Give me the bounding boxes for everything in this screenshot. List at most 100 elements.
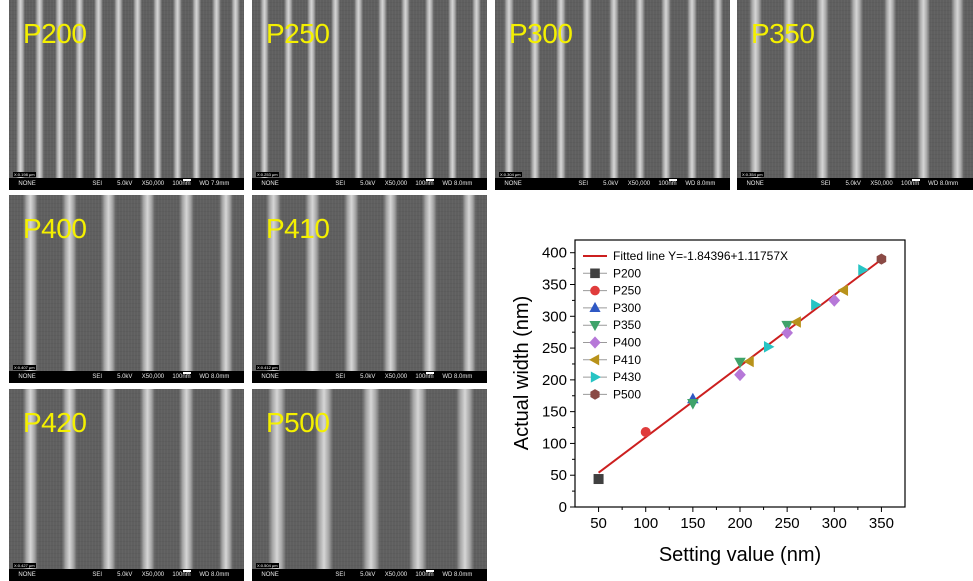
sem-line-feature [849, 0, 863, 178]
info-kv: 5.0kV [360, 374, 376, 380]
y-tick-label: 50 [550, 467, 567, 484]
y-tick-label: 0 [559, 499, 567, 516]
y-tick-label: 400 [542, 245, 567, 262]
sem-info-bar: X:0.407 μm NONE SEI 5.0kV X50,000 100nm WD 8.0… [9, 365, 244, 383]
sem-line-feature [608, 0, 619, 178]
sem-line-feature [582, 0, 593, 178]
sem-line-feature [344, 195, 359, 371]
sem-line-feature [354, 0, 364, 178]
info-wd: WD 8.0mm [442, 374, 473, 380]
legend-marker-p350 [589, 321, 601, 332]
info-scale: 100nm [172, 374, 191, 380]
y-axis-label: Actual width (nm) [511, 296, 533, 451]
point-p430 [763, 341, 775, 353]
sem-line-feature [713, 0, 723, 178]
info-det: NONE [18, 181, 36, 187]
x-axis-label: Setting value (nm) [659, 544, 821, 566]
sem-line-feature [556, 0, 567, 178]
sem-image-p200: P200 X:0.198 μm NONE SEI 5.0kV X50,000 100nm WD… [9, 0, 244, 190]
info-scale: 100nm [415, 374, 434, 380]
info-kv: 5.0kV [117, 181, 133, 187]
legend-label-p430: P430 [613, 370, 641, 384]
x-tick-label: 300 [822, 515, 847, 532]
info-det: NONE [18, 572, 36, 578]
sem-info-bar: X:0.354 μm NONE SEI 5.0kV X50,000 100nm WD 8.0… [737, 172, 973, 190]
sem-line-feature [383, 195, 399, 371]
info-kv: 5.0kV [360, 572, 376, 578]
sem-line-feature [140, 195, 156, 371]
sem-line-feature [260, 0, 270, 178]
sem-line-feature [265, 195, 281, 371]
width-calibration-chart: 50 100 150 200 250 300 350 0 50 100 150 200 250 300 35… [511, 239, 906, 566]
info-mode: SEI [578, 181, 589, 187]
sem-line-feature [283, 0, 293, 178]
info-det: NONE [261, 181, 279, 187]
sem-line-feature [192, 0, 202, 178]
info-mode: SEI [92, 181, 103, 187]
info-mag: X50,000 [384, 572, 408, 578]
point-p350 [781, 320, 793, 332]
info-kv: 5.0kV [117, 374, 133, 380]
info-scale: 100nm [415, 572, 434, 578]
sample-label: P420 [23, 407, 87, 438]
sample-label: P400 [23, 213, 87, 244]
point-p400 [828, 294, 841, 307]
legend-fit-label: Fitted line Y=-1.84396+1.11757X [613, 249, 788, 263]
info-mode: SEI [820, 181, 831, 187]
point-p500 [876, 253, 887, 265]
sample-label: P350 [751, 18, 815, 49]
point-p350 [734, 357, 746, 369]
info-det: NONE [504, 181, 522, 187]
scale-bar [425, 372, 434, 374]
sem-line-feature [307, 0, 317, 178]
point-p410 [837, 284, 849, 297]
sem-line-feature [113, 0, 123, 178]
chart-legend: Fitted line Y=-1.84396+1.11757X P200 P250 P… [583, 249, 788, 401]
sem-line-feature [448, 0, 458, 178]
field-of-view-tag: X:0.304 μm [499, 172, 522, 177]
sem-line-feature [471, 0, 481, 178]
y-tick-label: 200 [542, 372, 567, 389]
legend-marker-p250 [590, 285, 600, 296]
sem-line-feature [883, 0, 897, 178]
sem-line-feature [409, 389, 428, 569]
x-tick-label: 250 [775, 515, 800, 532]
sem-line-feature [55, 0, 65, 178]
sem-image-p410: P410 X:0.412 μm NONE SEI 5.0kV X50,000 100nm WD… [252, 195, 487, 383]
x-tick-label: 50 [590, 515, 607, 532]
sem-line-feature [101, 195, 116, 371]
sample-label: P250 [266, 18, 330, 49]
info-mag: X50,000 [384, 181, 408, 187]
sem-line-feature [456, 389, 475, 569]
point-p400 [781, 326, 793, 340]
sem-line-feature [362, 389, 381, 569]
field-of-view-tag: X:0.427 μm [13, 563, 36, 568]
info-det: NONE [261, 572, 279, 578]
sem-line-feature [74, 0, 84, 178]
y-tick-label: 250 [542, 340, 567, 357]
info-kv: 5.0kV [845, 181, 861, 187]
info-wd: WD 8.0mm [442, 181, 473, 187]
point-p430 [858, 264, 869, 276]
sem-line-feature [15, 0, 25, 178]
point-p410 [743, 355, 754, 368]
sem-line-feature [218, 389, 234, 569]
legend-label-p500: P500 [613, 387, 641, 401]
sem-line-feature [686, 0, 697, 178]
field-of-view-tag: X:0.504 μm [256, 563, 279, 568]
legend-label-p400: P400 [613, 336, 641, 350]
point-p430 [811, 299, 822, 311]
sem-line-feature [179, 389, 195, 569]
sem-line-feature [951, 0, 964, 178]
sem-line-feature [917, 0, 931, 178]
info-mag: X50,000 [870, 181, 893, 187]
legend-label-p250: P250 [613, 284, 641, 298]
info-mag: X50,000 [141, 181, 165, 187]
info-kv: 5.0kV [117, 572, 133, 578]
field-of-view-tag: X:0.354 μm [741, 172, 764, 177]
info-mag: X50,000 [141, 572, 165, 578]
info-scale: 100nm [172, 181, 191, 187]
sem-line-feature [101, 389, 116, 569]
sample-label: P500 [266, 407, 330, 438]
sem-image-p350: P350 X:0.354 μm NONE SEI 5.0kV X50,000 100nm WD… [737, 0, 973, 190]
